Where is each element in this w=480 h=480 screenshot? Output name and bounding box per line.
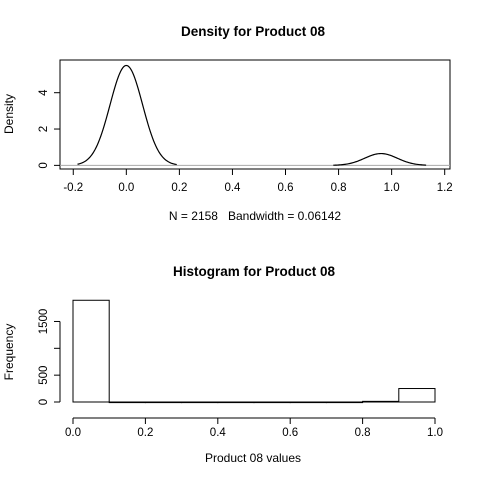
histogram-bar-2 bbox=[109, 402, 145, 403]
histogram-y-tick-label: 1500 bbox=[38, 309, 50, 335]
density-x-tick-label: 0.4 bbox=[224, 182, 241, 194]
density-x-tick-label: 0.6 bbox=[278, 182, 294, 194]
density-curve-segment-2 bbox=[333, 154, 426, 166]
density-x-tick-label: 0.0 bbox=[118, 182, 134, 194]
histogram-x-tick-label: 0.4 bbox=[210, 427, 227, 439]
density-ylabel: Density bbox=[2, 94, 16, 134]
density-x-tick-label: 1.0 bbox=[384, 182, 400, 194]
density-y-tick-label: 2 bbox=[38, 126, 50, 132]
histogram-x-tick-label: 0.0 bbox=[65, 427, 81, 439]
density-x-tick-label: 1.2 bbox=[437, 182, 453, 194]
histogram-bar-7 bbox=[290, 402, 326, 403]
density-chart: Density for Product 08 -0.2 0.0 0.2 0.4 0.6 0… bbox=[2, 24, 453, 223]
histogram-x-tick-label: 0.6 bbox=[282, 427, 298, 439]
histogram-y-tick-label: 0 bbox=[38, 399, 50, 405]
histogram-x-tick-label: 0.8 bbox=[355, 427, 371, 439]
density-title: Density for Product 08 bbox=[181, 24, 326, 39]
density-x-tick-label: 0.2 bbox=[171, 182, 187, 194]
histogram-bar-5 bbox=[218, 402, 254, 403]
histogram-ylabel: Frequency bbox=[2, 324, 16, 381]
histogram-bar-1 bbox=[73, 300, 109, 402]
density-x-tick-label: 0.8 bbox=[331, 182, 347, 194]
density-y-tick-label: 4 bbox=[38, 89, 50, 96]
histogram-x-tick-label: 1.0 bbox=[427, 427, 443, 439]
histogram-bar-6 bbox=[254, 402, 290, 403]
histogram-bars bbox=[73, 300, 435, 402]
histogram-bar-8 bbox=[326, 402, 362, 403]
histogram-bar-10 bbox=[399, 389, 435, 402]
density-y-axis: 0 2 4 bbox=[38, 89, 60, 169]
histogram-y-axis: 0 500 1500 bbox=[38, 309, 60, 406]
histogram-bar-9 bbox=[363, 401, 399, 402]
histogram-chart: Histogram for Product 08 0.0 0.2 0.4 0.6 0.8… bbox=[2, 264, 443, 465]
histogram-x-axis: 0.0 0.2 0.4 0.6 0.8 1.0 bbox=[65, 418, 443, 439]
density-xlabel: N = 2158 Bandwidth = 0.06142 bbox=[169, 209, 341, 223]
density-curve-segment-1 bbox=[78, 65, 177, 164]
density-x-tick-label: -0.2 bbox=[63, 182, 83, 194]
histogram-title: Histogram for Product 08 bbox=[173, 264, 336, 279]
histogram-x-tick-label: 0.2 bbox=[137, 427, 153, 439]
histogram-xlabel: Product 08 values bbox=[205, 451, 301, 465]
histogram-bar-4 bbox=[182, 402, 218, 403]
density-curves bbox=[78, 65, 427, 165]
histogram-bar-3 bbox=[145, 402, 181, 403]
density-x-axis: -0.2 0.0 0.2 0.4 0.6 0.8 1.0 1.2 bbox=[63, 169, 452, 194]
histogram-y-tick-label: 500 bbox=[38, 366, 50, 385]
density-y-tick-label: 0 bbox=[38, 162, 50, 168]
